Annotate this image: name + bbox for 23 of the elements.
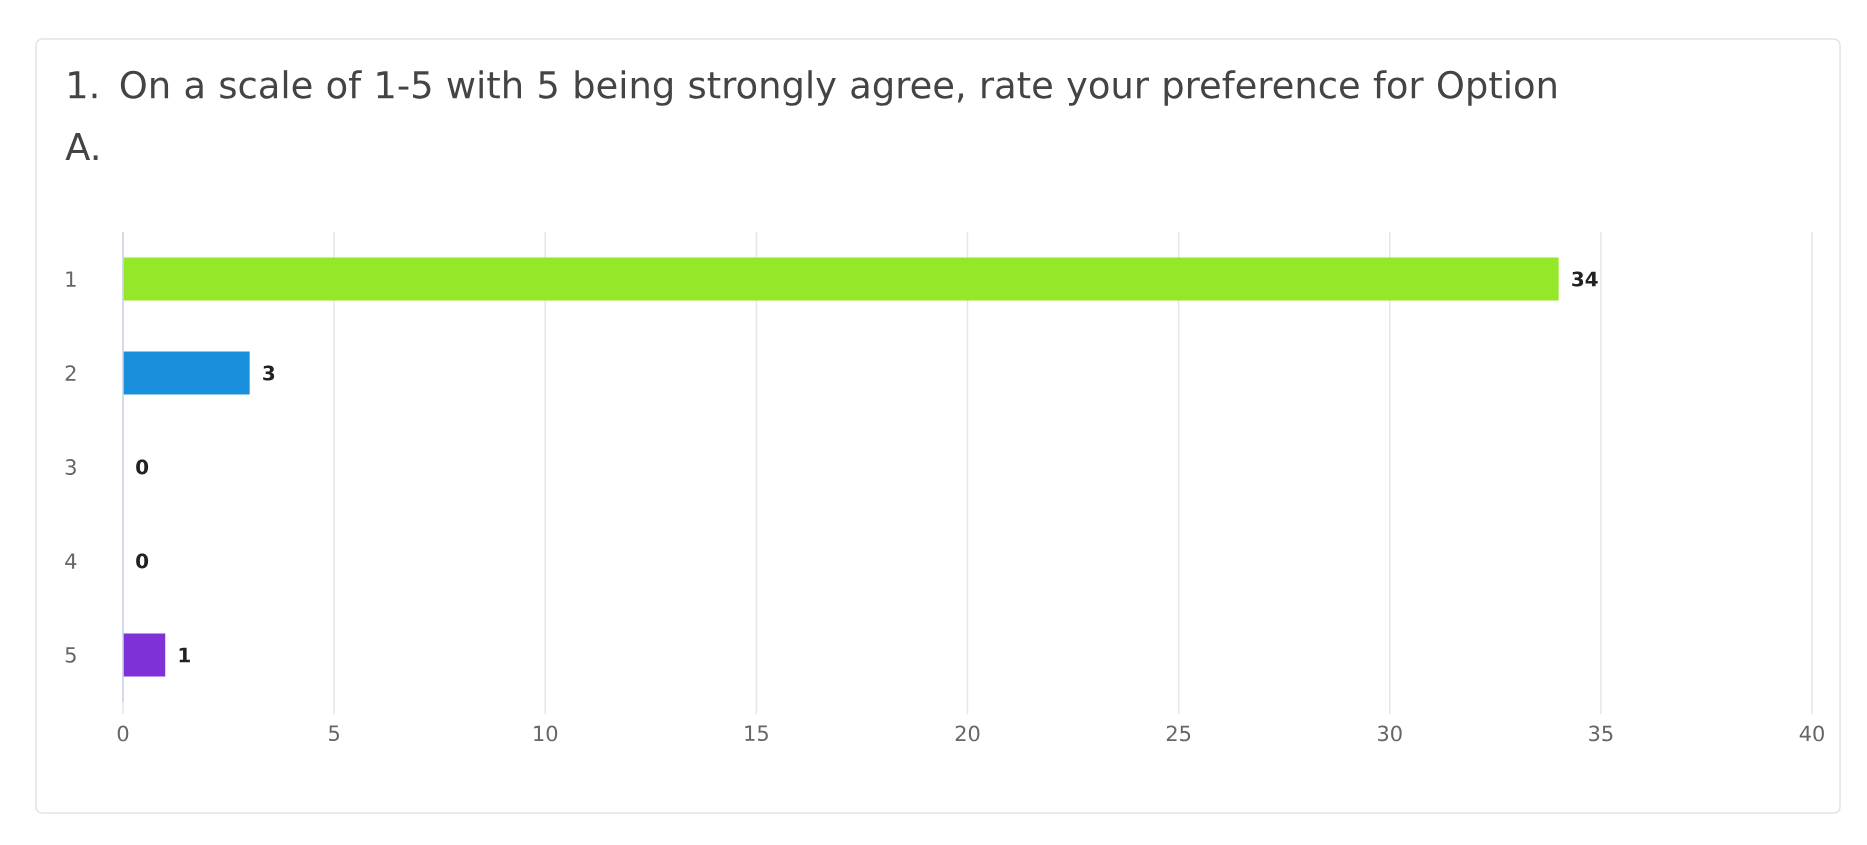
data-label: 1 [179, 647, 190, 663]
x-tick-label: 35 [1589, 725, 1613, 742]
x-tick-label: 0 [117, 725, 129, 742]
y-tick-label: 3 [65, 459, 76, 475]
bar [123, 633, 166, 677]
x-tick-label: 5 [329, 725, 339, 742]
data-label: 0 [136, 553, 149, 569]
bar [123, 351, 250, 395]
x-tick-label: 20 [955, 725, 980, 742]
data-label: 34 [1572, 271, 1598, 287]
x-tick-label: 40 [1799, 725, 1824, 742]
y-tick-label: 1 [66, 271, 76, 287]
x-tick-label: 10 [534, 725, 558, 742]
y-tick-label: 2 [65, 365, 76, 381]
y-tick-label: 4 [65, 553, 77, 569]
x-tick-label: 30 [1378, 725, 1402, 742]
data-label: 0 [136, 459, 149, 475]
bar [123, 257, 1559, 301]
y-tick-label: 5 [65, 647, 76, 663]
x-tick-label: 15 [745, 725, 768, 742]
data-label: 3 [263, 365, 275, 381]
x-tick-label: 25 [1166, 725, 1191, 742]
chart-title: 1. On a scale of 1-5 with 5 being strongly agree, rate your preference for Option A. [65, 70, 1556, 160]
